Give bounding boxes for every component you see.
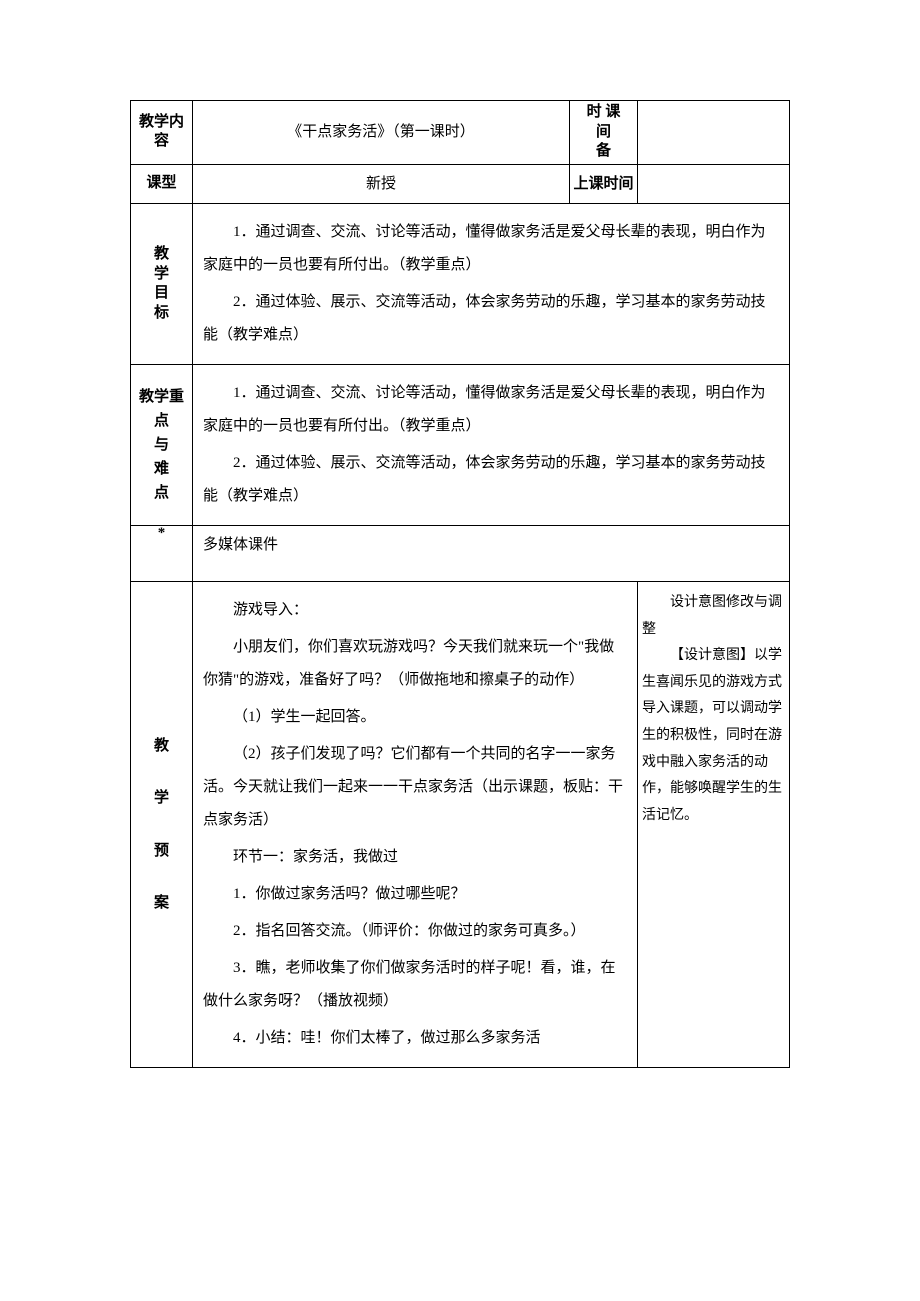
right-title: 设计意图修改与调整 <box>642 590 785 643</box>
plan-p3: （1）学生一起回答。 <box>203 701 627 734</box>
value-keypoints: 1．通过调查、交流、讨论等活动，懂得做家务活是爱父母长辈的表现，明白作为家庭中的… <box>193 365 790 526</box>
plan-p9: 4．小结：哇！你们太棒了，做过那么多家务活 <box>203 1022 627 1055</box>
plan-p2: 小朋友们，你们喜欢玩游戏吗？今天我们就来玩一个"我做你猜"的游戏，准备好了吗？（… <box>203 631 627 697</box>
row-content-title: 教学内容 《干点家务活》（第一课时） 时 课 间 备 <box>131 101 790 165</box>
plan-p4: （2）孩子们发现了吗？它们都有一个共同的名字一一家务活。今天就让我们一起来一一干… <box>203 738 627 837</box>
row-materials: * 多媒体课件 <box>131 526 790 582</box>
value-materials: 多媒体课件 <box>193 526 790 582</box>
label-plan: 教 学 预 案 <box>131 582 193 1068</box>
row-class-type: 课型 新授 上课时间 <box>131 164 790 204</box>
plan-p5: 环节一：家务活，我做过 <box>203 841 627 874</box>
label-teaching-content: 教学内容 <box>131 101 193 165</box>
plan-p6: 1．你做过家务活吗？做过哪些呢？ <box>203 878 627 911</box>
row-plan: 教 学 预 案 游戏导入： 小朋友们，你们喜欢玩游戏吗？今天我们就来玩一个"我做… <box>131 582 790 1068</box>
objectives-p2: 2．通过体验、展示、交流等活动，体会家务劳动的乐趣，学习基本的家务劳动技能（教学… <box>203 286 779 352</box>
plan-p1: 游戏导入： <box>203 594 627 627</box>
keypoints-p1: 1．通过调查、交流、讨论等活动，懂得做家务活是爱父母长辈的表现，明白作为家庭中的… <box>203 377 779 443</box>
plan-p7: 2．指名回答交流。（师评价：你做过的家务可真多。） <box>203 915 627 948</box>
label-objectives: 教 学 目 标 <box>131 204 193 365</box>
plan-p8: 3．瞧，老师收集了你们做家务活时的样子呢！看，谁，在做什么家务呀？（播放视频） <box>203 952 627 1018</box>
label-class-type: 课型 <box>131 164 193 204</box>
right-p1: 【设计意图】以学生喜闻乐见的游戏方式导入课题，可以调动学生的积极性，同时在游戏中… <box>642 643 785 829</box>
value-class-time <box>638 164 790 204</box>
lesson-plan-table: 教学内容 《干点家务活》（第一课时） 时 课 间 备 课型 新授 上课时间 教 … <box>130 100 790 1068</box>
value-teaching-content: 《干点家务活》（第一课时） <box>193 101 570 165</box>
row-keypoints: 教学重 点 与 难 点 1．通过调查、交流、讨论等活动，懂得做家务活是爱父母长辈… <box>131 365 790 526</box>
value-class-type: 新授 <box>193 164 570 204</box>
plan-main: 游戏导入： 小朋友们，你们喜欢玩游戏吗？今天我们就来玩一个"我做你猜"的游戏，准… <box>193 582 638 1068</box>
value-objectives: 1．通过调查、交流、讨论等活动，懂得做家务活是爱父母长辈的表现，明白作为家庭中的… <box>193 204 790 365</box>
keypoints-p2: 2．通过体验、展示、交流等活动，体会家务劳动的乐趣，学习基本的家务劳动技能（教学… <box>203 447 779 513</box>
row-objectives: 教 学 目 标 1．通过调查、交流、讨论等活动，懂得做家务活是爱父母长辈的表现，… <box>131 204 790 365</box>
objectives-p1: 1．通过调查、交流、讨论等活动，懂得做家务活是爱父母长辈的表现，明白作为家庭中的… <box>203 216 779 282</box>
plan-right: 设计意图修改与调整 【设计意图】以学生喜闻乐见的游戏方式导入课题，可以调动学生的… <box>638 582 790 1068</box>
value-class-period <box>638 101 790 165</box>
label-class-period: 时 课 间 备 <box>570 101 638 165</box>
label-keypoints: 教学重 点 与 难 点 <box>131 365 193 526</box>
label-materials: * <box>131 526 193 582</box>
label-class-time: 上课时间 <box>570 164 638 204</box>
